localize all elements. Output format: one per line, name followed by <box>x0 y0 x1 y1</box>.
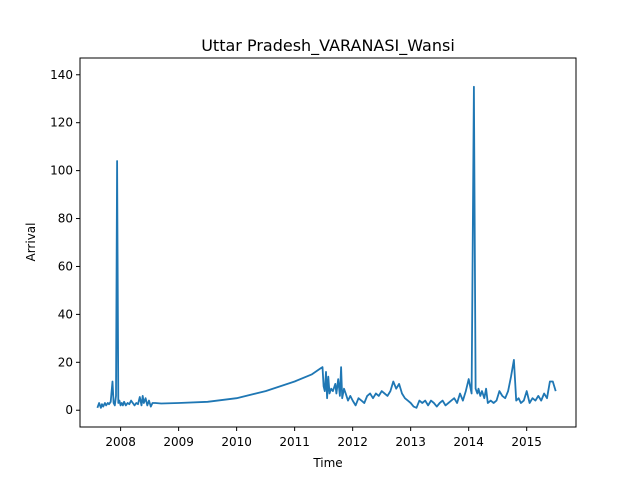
x-tick-label: 2013 <box>395 435 426 449</box>
series-line <box>96 85 557 409</box>
chart-title: Uttar Pradesh_VARANASI_Wansi <box>201 36 455 56</box>
x-tick-label: 2008 <box>105 435 136 449</box>
y-tick-label: 120 <box>50 116 73 130</box>
x-axis-label: Time <box>312 456 342 470</box>
x-tick-label: 2015 <box>511 435 542 449</box>
y-axis-label: Arrival <box>24 223 38 262</box>
y-tick-label: 80 <box>58 212 73 226</box>
y-tick-label: 140 <box>50 68 73 82</box>
y-tick-label: 60 <box>58 259 73 273</box>
x-tick-label: 2012 <box>337 435 368 449</box>
x-tick-label: 2010 <box>221 435 252 449</box>
y-tick-label: 40 <box>58 307 73 321</box>
x-tick-label: 2011 <box>279 435 310 449</box>
y-tick-label: 0 <box>65 403 73 417</box>
y-axis: 0 20 40 60 80 100 120 140 <box>50 68 80 417</box>
plot-area <box>79 57 577 428</box>
x-axis: 2008 2009 2010 2011 2012 2013 2014 2015 <box>105 427 542 449</box>
y-tick-label: 100 <box>50 164 73 178</box>
x-tick-label: 2009 <box>163 435 194 449</box>
x-tick-label: 2014 <box>453 435 484 449</box>
y-tick-label: 20 <box>58 355 73 369</box>
